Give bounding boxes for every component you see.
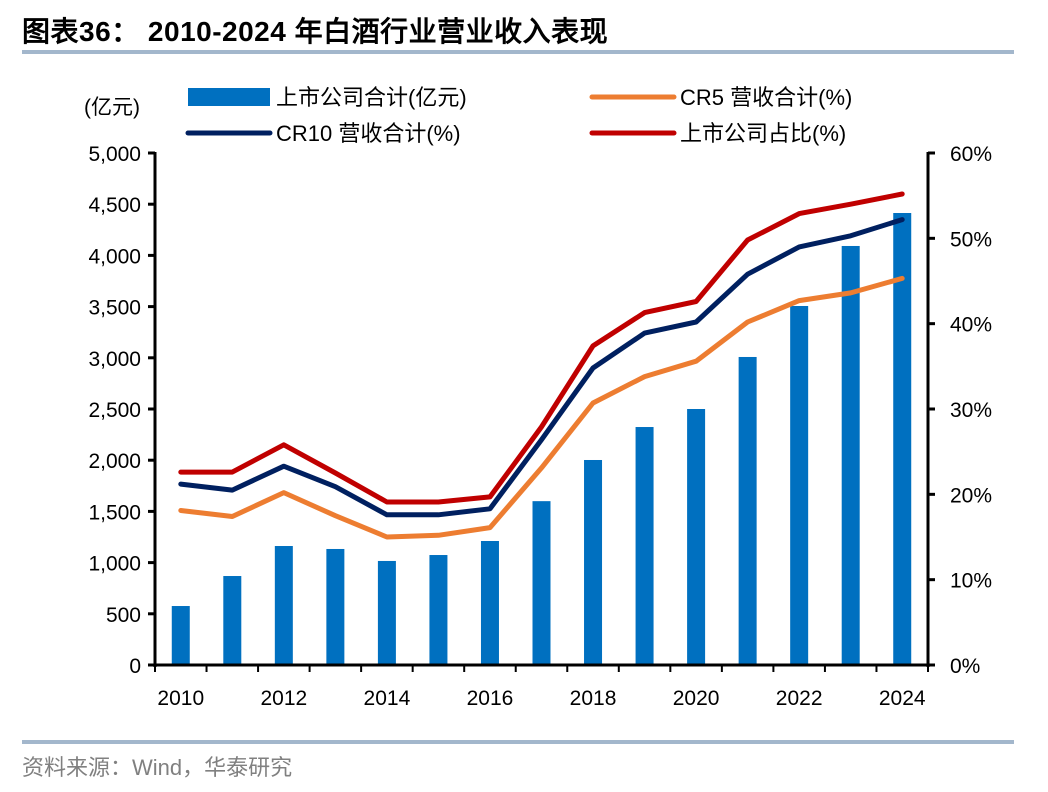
bar-series bbox=[171, 213, 912, 666]
bar-2016 bbox=[480, 540, 499, 665]
left-tick-label: 0 bbox=[129, 655, 141, 678]
bar-2024 bbox=[893, 213, 912, 665]
legend-label: 上市公司合计(亿元) bbox=[276, 85, 467, 110]
legend-label: CR10 营收合计(%) bbox=[276, 121, 461, 146]
bar-2019 bbox=[635, 427, 654, 665]
left-axis-unit-label: (亿元) bbox=[84, 96, 140, 119]
bar-2018 bbox=[584, 459, 603, 665]
x-tick-label: 2018 bbox=[570, 687, 617, 710]
bar-2010 bbox=[171, 606, 190, 665]
left-tick-label: 3,000 bbox=[88, 348, 141, 371]
x-tick-label: 2010 bbox=[157, 687, 204, 710]
left-tick-label: 4,000 bbox=[88, 245, 141, 268]
legend-label: CR5 营收合计(%) bbox=[680, 85, 852, 110]
legend-swatch-bar bbox=[188, 88, 270, 106]
bar-2017 bbox=[532, 501, 551, 665]
axes: 0 500 1,000 1,500 2,000 2,500 3,000 3,500 4,000 4… bbox=[88, 143, 992, 710]
left-tick-label: 5,000 bbox=[88, 143, 141, 166]
right-tick-label: 0% bbox=[950, 655, 980, 678]
legend-label: 上市公司占比(%) bbox=[680, 121, 846, 146]
line-series-2 bbox=[178, 217, 905, 518]
right-tick-label: 30% bbox=[950, 399, 992, 422]
bar-2012 bbox=[274, 546, 293, 665]
source-note: 资料来源：Wind，华泰研究 bbox=[22, 755, 293, 780]
bar-2020 bbox=[687, 409, 706, 665]
x-tick-label: 2022 bbox=[776, 687, 823, 710]
right-tick-label: 10% bbox=[950, 570, 992, 593]
x-tick-label: 2020 bbox=[673, 687, 720, 710]
bar-2022 bbox=[790, 305, 809, 665]
bar-2021 bbox=[738, 356, 757, 665]
x-tick-label: 2012 bbox=[260, 687, 307, 710]
bar-2013 bbox=[326, 548, 345, 665]
right-tick-label: 50% bbox=[950, 228, 992, 251]
left-tick-label: 3,500 bbox=[88, 297, 141, 320]
left-tick-label: 2,000 bbox=[88, 450, 141, 473]
line-series bbox=[178, 191, 905, 540]
chart-title: 图表36： 2010-2024 年白酒行业营业收入表现 bbox=[22, 16, 609, 47]
x-tick-label: 2016 bbox=[467, 687, 514, 710]
right-tick-label: 40% bbox=[950, 314, 992, 337]
left-tick-label: 1,500 bbox=[88, 501, 141, 524]
left-tick-label: 2,500 bbox=[88, 399, 141, 422]
left-tick-label: 500 bbox=[106, 604, 141, 627]
header-divider bbox=[22, 50, 1014, 54]
bar-2015 bbox=[429, 555, 448, 665]
right-tick-label: 60% bbox=[950, 143, 992, 166]
line-series-3 bbox=[178, 191, 905, 505]
x-tick-label: 2014 bbox=[364, 687, 411, 710]
line-series-1 bbox=[178, 275, 905, 540]
footer-divider bbox=[22, 740, 1014, 744]
bar-2014 bbox=[377, 560, 396, 665]
legend: 上市公司合计(亿元) CR5 营收合计(%) CR10 营收合计(%) 上市公司占比(… bbox=[185, 85, 852, 146]
bar-2023 bbox=[841, 245, 860, 666]
x-tick-label: 2024 bbox=[879, 687, 926, 710]
left-tick-label: 4,500 bbox=[88, 194, 141, 217]
right-tick-label: 20% bbox=[950, 484, 992, 507]
bar-2011 bbox=[223, 576, 242, 665]
left-tick-label: 1,000 bbox=[88, 553, 141, 576]
